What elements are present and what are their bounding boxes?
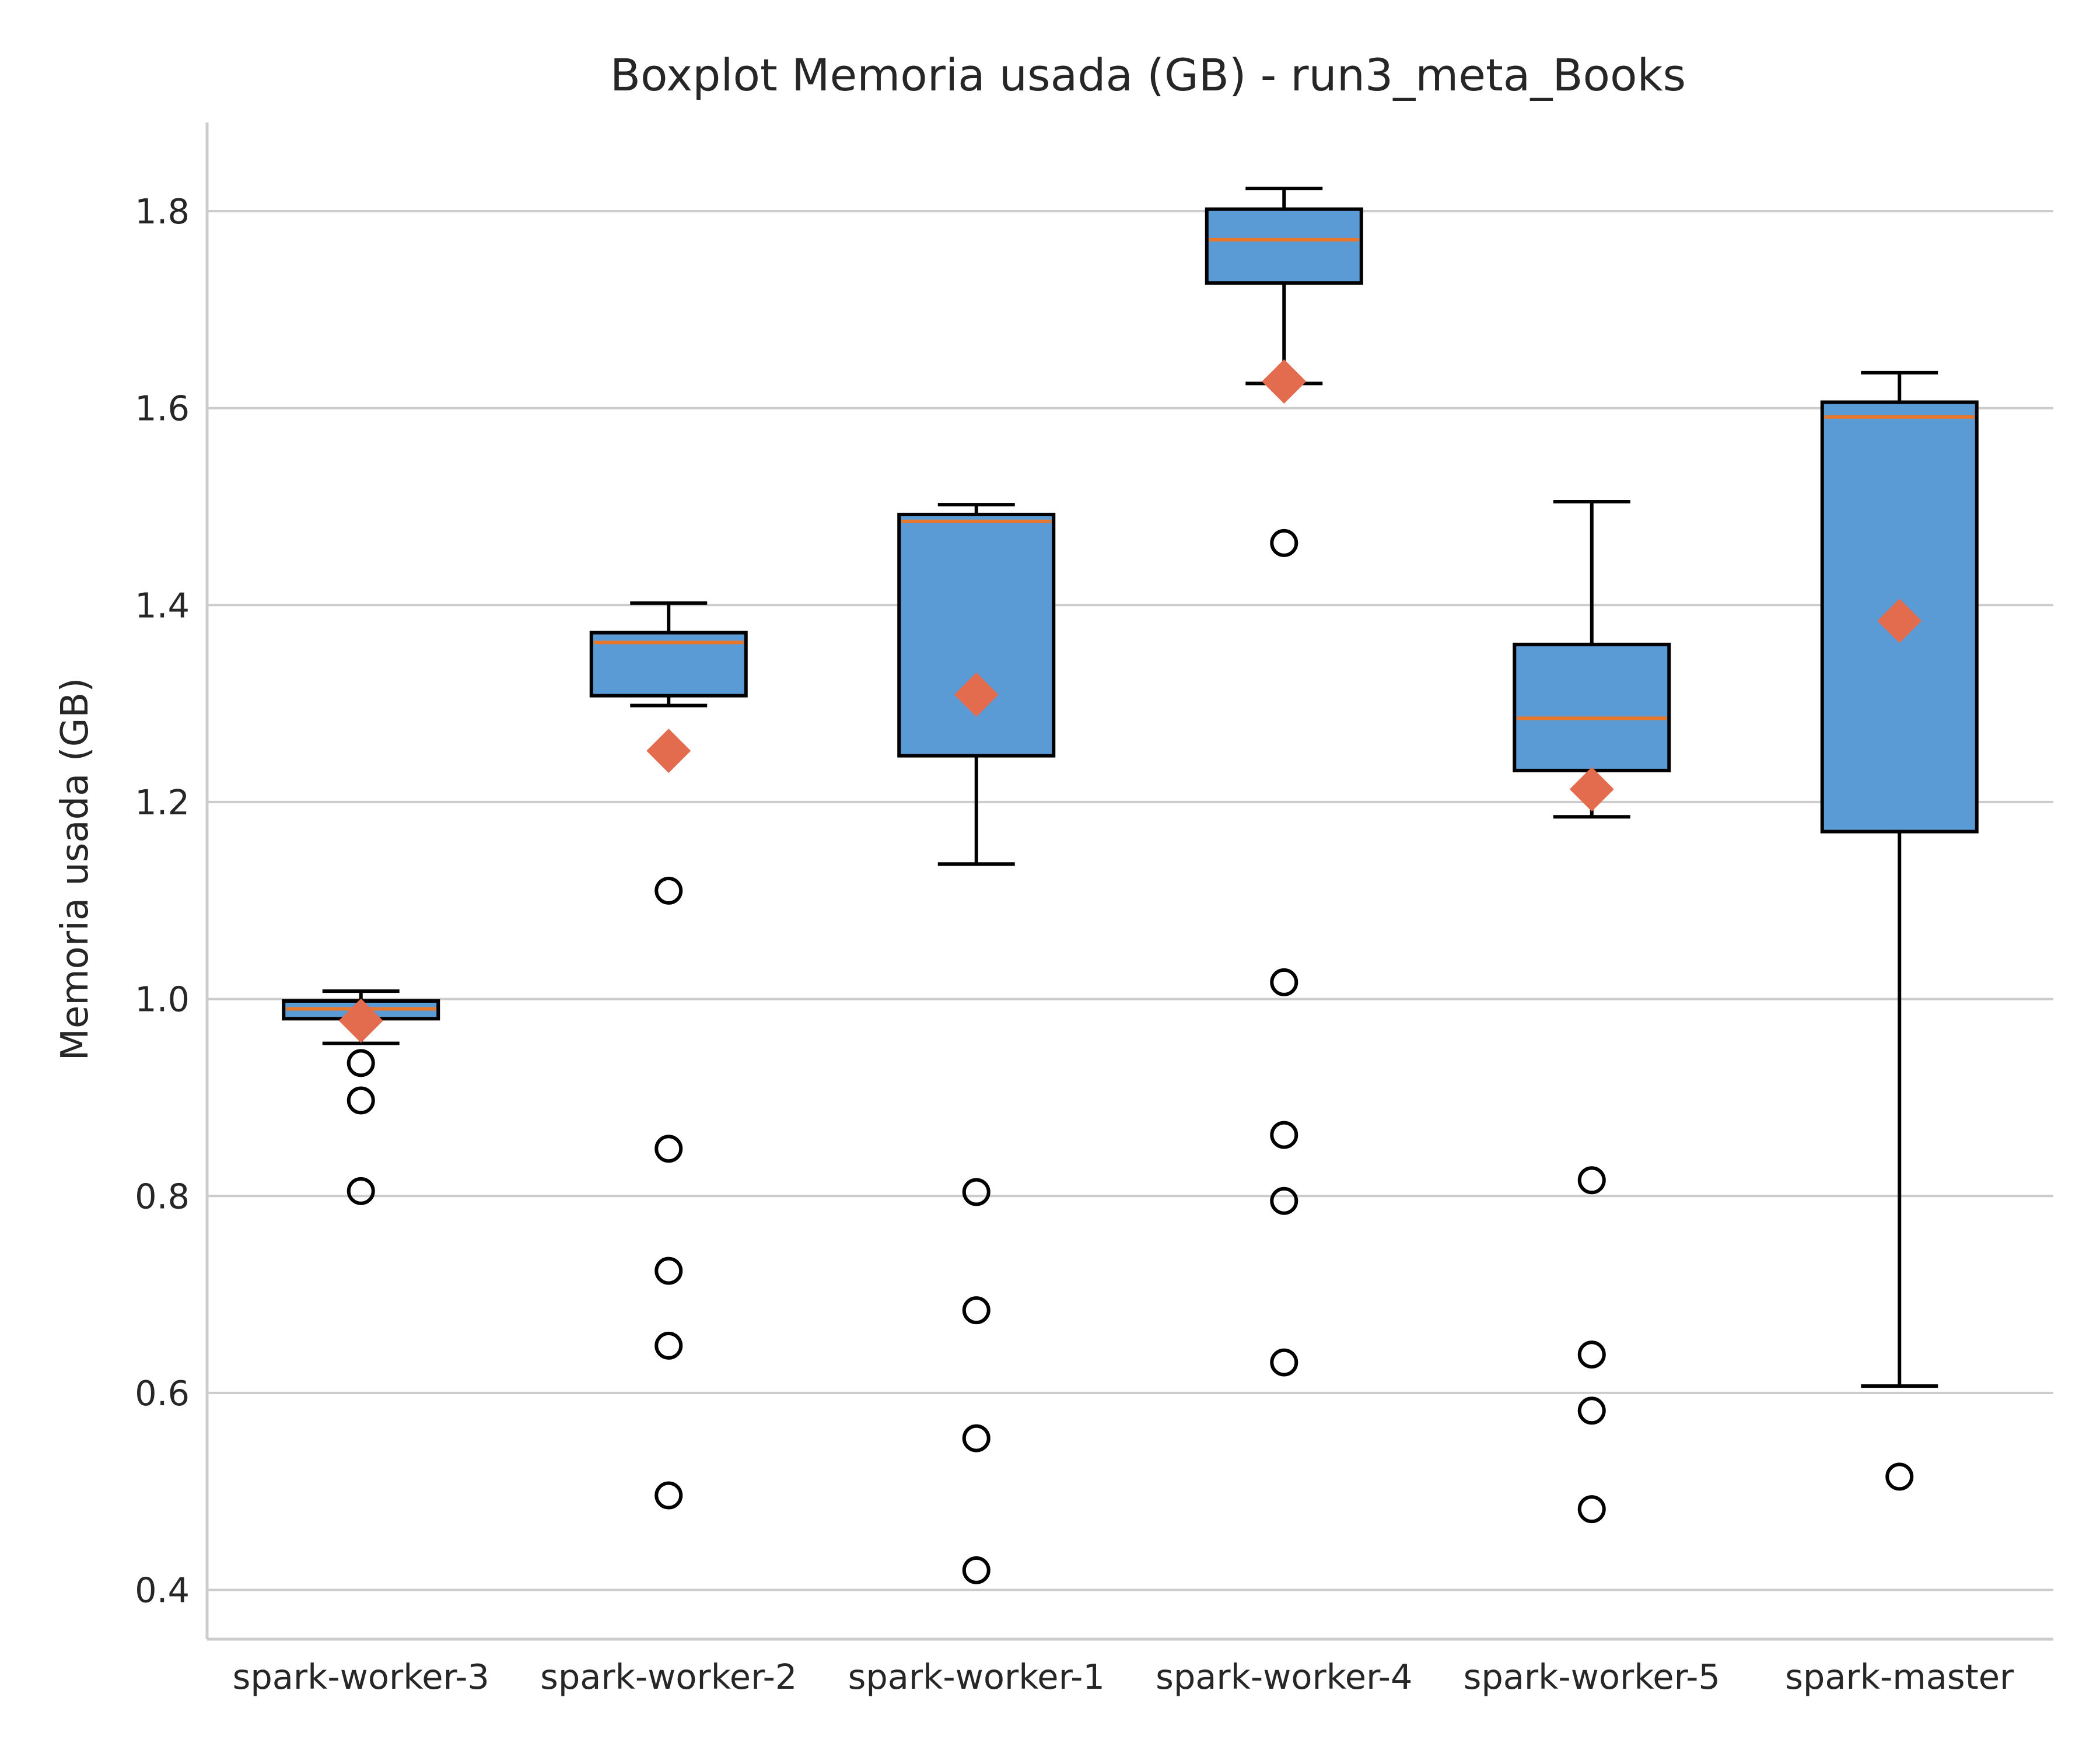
- mean-marker: [1569, 766, 1614, 811]
- outlier-point: [1270, 1348, 1298, 1377]
- box-group: [282, 989, 440, 1205]
- outlier-point: [654, 1331, 683, 1360]
- y-tick-label: 0.6: [135, 1373, 190, 1413]
- outlier-point: [962, 1178, 991, 1206]
- outlier-point: [1577, 1340, 1606, 1369]
- outlier-point: [346, 1177, 375, 1205]
- y-tick-label: 0.4: [135, 1570, 190, 1611]
- outlier-point: [346, 1086, 375, 1115]
- outlier-point: [962, 1296, 991, 1325]
- boxes-layer: [282, 187, 1979, 1584]
- x-tick-label: spark-worker-5: [1464, 1657, 1720, 1697]
- mean-marker: [338, 998, 383, 1043]
- box-group: [1205, 187, 1363, 1377]
- box-group: [1820, 370, 1979, 1491]
- outlier-point: [1577, 1166, 1606, 1195]
- chart-title: Boxplot Memoria usada (GB) - run3_meta_B…: [610, 49, 1686, 101]
- y-tick-label: 1.2: [135, 782, 190, 822]
- y-tick-label: 1.6: [135, 388, 190, 429]
- iqr-box: [897, 512, 1056, 758]
- outlier-point: [654, 1256, 683, 1285]
- mean-marker: [954, 672, 999, 717]
- x-tick-label: spark-master: [1785, 1657, 2014, 1697]
- box-group: [897, 503, 1056, 1584]
- x-tick-label: spark-worker-1: [848, 1657, 1105, 1697]
- outlier-point: [1577, 1396, 1606, 1425]
- y-tick-labels: 0.4 0.6 0.8 1.0 1.2 1.4 1.6 1.8: [135, 191, 190, 1611]
- box-group: [1513, 500, 1671, 1524]
- outlier-point: [1270, 1186, 1298, 1215]
- grid-lines: [207, 209, 2053, 1591]
- outlier-point: [1270, 968, 1298, 996]
- x-tick-label: spark-worker-3: [233, 1657, 489, 1697]
- y-tick-label: 1.8: [135, 191, 190, 232]
- outlier-point: [962, 1556, 991, 1584]
- mean-marker: [646, 729, 691, 774]
- outlier-point: [1577, 1495, 1606, 1524]
- mean-marker: [1877, 598, 1922, 643]
- iqr-box: [1513, 642, 1671, 772]
- outlier-point: [1885, 1462, 1914, 1491]
- outlier-point: [654, 1481, 683, 1510]
- mean-marker: [1262, 359, 1307, 404]
- outlier-point: [962, 1424, 991, 1452]
- x-tick-label: spark-worker-2: [540, 1657, 797, 1697]
- outlier-point: [654, 876, 683, 905]
- outlier-point: [654, 1135, 683, 1163]
- outlier-point: [1270, 1121, 1298, 1149]
- axis-spines: [205, 123, 2053, 1641]
- y-tick-label: 1.0: [135, 979, 190, 1020]
- outlier-point: [346, 1049, 375, 1077]
- y-tick-label: 1.4: [135, 585, 190, 625]
- box-group: [589, 601, 748, 1510]
- y-axis-label: Memoria usada (GB): [54, 678, 97, 1061]
- y-tick-label: 0.8: [135, 1176, 190, 1216]
- x-tick-label: spark-worker-4: [1156, 1657, 1412, 1697]
- outlier-point: [1270, 528, 1298, 557]
- iqr-box: [1205, 207, 1363, 285]
- x-tick-labels: spark-worker-3 spark-worker-2 spark-worker…: [233, 1657, 2014, 1697]
